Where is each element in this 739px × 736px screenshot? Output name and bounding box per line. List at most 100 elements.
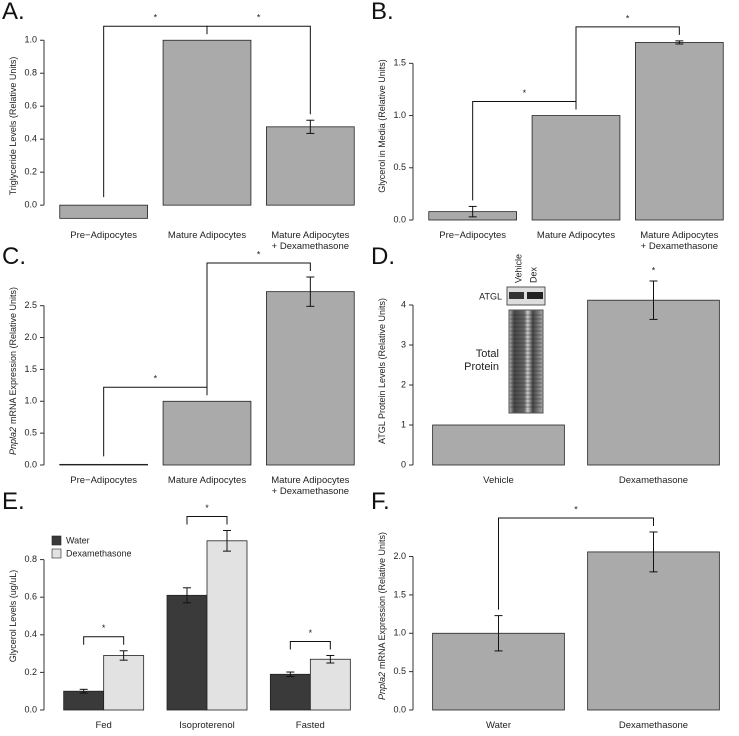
- significance-bracket: [186, 515, 228, 525]
- y-tick-label: 0.2: [24, 667, 37, 677]
- panel: Pnpla2 mRNA Expression (Relative Units) 0.…: [369, 488, 738, 735]
- panel-label: A.: [2, 0, 25, 25]
- y-tick-label: 0.5: [24, 428, 37, 438]
- significance-bracket: [498, 517, 654, 610]
- significance-bracket: [575, 26, 680, 108]
- y-axis-label: Pnpla2 mRNA Expression (Relative Units): [377, 532, 387, 700]
- bar: [162, 39, 252, 206]
- y-axis-label: ATGL Protein Levels (Relative Units): [377, 298, 387, 444]
- y-tick-label: 1: [401, 419, 406, 429]
- y-tick-label: 0.6: [24, 592, 37, 602]
- y-tick-label: 0: [401, 459, 406, 469]
- lane-label: Vehicle: [513, 254, 523, 283]
- panel-label: B.: [371, 0, 394, 25]
- bar: [206, 540, 248, 711]
- error-bar: [286, 671, 295, 678]
- protein-blot: [508, 309, 544, 414]
- bar: [63, 690, 105, 711]
- x-tick-label: Dexamethasone: [618, 720, 689, 731]
- panel-label: D.: [371, 243, 395, 270]
- y-tick-label: 0.2: [24, 167, 37, 177]
- x-tick-label: Mature Adipocytes + Dexamethasone: [640, 230, 719, 252]
- error-bar: [183, 587, 191, 604]
- atgl-band: [527, 292, 543, 299]
- y-tick-label: 0.0: [24, 459, 37, 469]
- y-axis-label: Glycerol in Media (Relative Units): [377, 59, 387, 193]
- bar: [309, 658, 351, 711]
- bar: [635, 42, 724, 221]
- y-tick-label: 0.5: [393, 162, 406, 172]
- significance-label: *: [652, 265, 656, 275]
- error-bar: [326, 654, 335, 664]
- band-label: ATGL: [479, 291, 502, 301]
- x-tick-label: Pre−Adipocytes: [439, 230, 507, 241]
- significance-bracket: [206, 262, 311, 394]
- bar: [266, 126, 355, 206]
- legend-label: Dexamethasone: [66, 548, 132, 558]
- x-tick-label: Isoproterenol: [179, 720, 235, 731]
- significance-label: *: [626, 13, 630, 23]
- bar: [103, 655, 145, 711]
- significance-bracket: [83, 636, 125, 645]
- legend-label: Water: [66, 535, 90, 545]
- bar: [59, 204, 148, 219]
- bar: [266, 291, 355, 466]
- error-bar: [649, 280, 658, 320]
- error-bar: [223, 529, 231, 552]
- y-tick-label: 1.5: [393, 58, 406, 68]
- atgl-blot: [506, 286, 546, 306]
- x-tick-label: Mature Adipocytes: [167, 475, 247, 486]
- atgl-band: [509, 292, 524, 299]
- x-tick-label: Water: [486, 720, 511, 731]
- legend-swatch: [51, 548, 62, 559]
- error-bar: [306, 276, 315, 307]
- y-axis-label-text: Glycerol Levels (ug/uL): [8, 570, 18, 663]
- x-tick-label: Fed: [95, 720, 112, 731]
- y-tick-label: 2.5: [24, 300, 37, 310]
- panel-label: E.: [2, 488, 25, 515]
- lane-label: Dex: [528, 266, 538, 283]
- bar: [587, 551, 720, 711]
- y-axis-label-text: Glycerol in Media (Relative Units): [377, 59, 387, 193]
- bar: [531, 115, 621, 221]
- error-bar: [119, 650, 128, 661]
- panel-label: C.: [2, 243, 26, 270]
- panel: Glycerol in Media (Relative Units) 0.0 0.5…: [369, 0, 738, 252]
- y-tick-label: 1.0: [24, 396, 37, 406]
- y-tick-label: 1.5: [393, 589, 406, 599]
- y-tick-label: 0.0: [393, 704, 406, 714]
- x-tick-label: Vehicle: [483, 475, 514, 486]
- y-tick-label: 1.0: [393, 628, 406, 638]
- bar: [432, 424, 565, 466]
- y-tick-label: 0.5: [393, 666, 406, 676]
- bar: [166, 594, 208, 711]
- y-tick-label: 1.0: [24, 35, 37, 45]
- y-axis-label: Triglyceride Levels (Relative Units): [8, 57, 18, 196]
- y-tick-label: 0.8: [24, 68, 37, 78]
- chart: Pnpla2 mRNA Expression (Relative Units) 0.…: [377, 504, 720, 714]
- panel: Pnpla2 mRNA Expression (Relative Units) 0.…: [0, 243, 369, 497]
- chart: Glycerol Levels (ug/uL) 0.0 0.2 0.4 0.6 0.8 * *…: [8, 503, 351, 714]
- y-tick-label: 2: [401, 379, 406, 389]
- y-tick-label: 0.0: [393, 214, 406, 224]
- error-bar: [675, 40, 684, 45]
- y-axis-label-text: mRNA Expression (Relative Units): [8, 287, 18, 424]
- significance-label: *: [102, 623, 106, 633]
- x-tick-label: Dexamethasone: [618, 475, 689, 486]
- significance-label: *: [574, 504, 578, 514]
- significance-label: *: [257, 249, 261, 259]
- y-axis-label-text: Triglyceride Levels (Relative Units): [8, 57, 18, 196]
- y-tick-label: 2.0: [393, 551, 406, 561]
- x-tick-label: Pre−Adipocytes: [70, 475, 138, 486]
- bar: [59, 463, 148, 466]
- error-bar: [468, 205, 477, 218]
- y-axis-label: Glycerol Levels (ug/uL): [8, 570, 18, 663]
- y-tick-label: 3: [401, 339, 406, 349]
- y-axis-label-text: mRNA Expression (Relative Units): [377, 532, 387, 669]
- bar: [269, 673, 311, 711]
- y-tick-label: 1.5: [24, 364, 37, 374]
- y-tick-label: 0.0: [24, 200, 37, 210]
- significance-label: *: [309, 628, 313, 638]
- x-tick-label: Mature Adipocytes + Dexamethasone: [271, 230, 350, 252]
